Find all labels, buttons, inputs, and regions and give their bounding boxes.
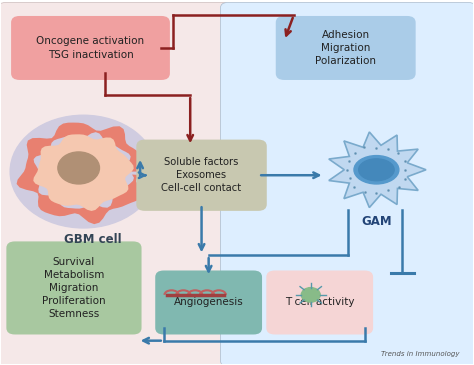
Circle shape xyxy=(301,288,320,302)
Text: Survival
Metabolism
Migration
Proliferation
Stemness: Survival Metabolism Migration Proliferat… xyxy=(42,257,106,319)
FancyBboxPatch shape xyxy=(220,3,474,365)
FancyBboxPatch shape xyxy=(276,16,416,80)
Text: Trends in Immunology: Trends in Immunology xyxy=(381,351,459,357)
FancyBboxPatch shape xyxy=(137,139,267,211)
Text: Soluble factors
Exosomes
Cell-cell contact: Soluble factors Exosomes Cell-cell conta… xyxy=(162,157,242,193)
FancyBboxPatch shape xyxy=(155,270,262,334)
Circle shape xyxy=(10,115,156,228)
FancyBboxPatch shape xyxy=(11,16,170,80)
Text: GAM: GAM xyxy=(361,215,392,228)
Text: T cell activity: T cell activity xyxy=(285,297,355,307)
Circle shape xyxy=(58,152,100,184)
Text: Angiogenesis: Angiogenesis xyxy=(174,297,244,307)
Ellipse shape xyxy=(359,159,394,181)
FancyBboxPatch shape xyxy=(266,270,373,334)
Text: GBM cell: GBM cell xyxy=(64,233,122,246)
Polygon shape xyxy=(33,134,134,211)
Polygon shape xyxy=(17,123,150,224)
Ellipse shape xyxy=(354,155,399,184)
Text: Adhesion
Migration
Polarization: Adhesion Migration Polarization xyxy=(315,30,376,66)
Text: Oncogene activation
TSG inactivation: Oncogene activation TSG inactivation xyxy=(36,36,145,59)
FancyBboxPatch shape xyxy=(6,241,142,334)
Polygon shape xyxy=(329,132,426,208)
FancyBboxPatch shape xyxy=(0,3,230,365)
